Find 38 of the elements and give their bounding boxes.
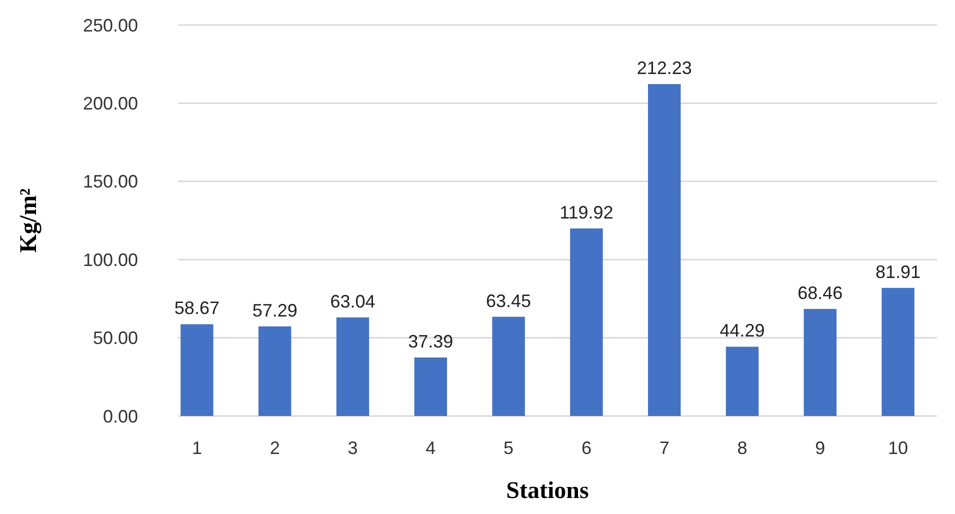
data-label: 37.39: [408, 332, 454, 352]
bar: [726, 346, 759, 416]
bar: [180, 324, 214, 416]
data-label: 44.29: [720, 320, 765, 341]
x-tick-label: 8: [737, 438, 748, 458]
data-label: 119.92: [560, 202, 614, 222]
y-tick-label: 250.00: [82, 15, 138, 36]
data-label: 81.91: [876, 262, 921, 282]
data-label: 68.46: [798, 282, 843, 303]
y-tick-label: 0.00: [102, 406, 138, 426]
data-label: 58.67: [174, 298, 220, 318]
bar: [648, 84, 681, 416]
bar: [258, 326, 292, 416]
data-label: 63.04: [330, 291, 376, 312]
bar: [570, 228, 603, 416]
x-axis-title: Stations: [506, 478, 589, 504]
x-tick-label: 5: [504, 438, 514, 458]
x-tick-label: 9: [815, 438, 826, 458]
x-tick-label: 3: [348, 438, 358, 458]
x-tick-label: 1: [192, 438, 202, 458]
x-tick-label: 4: [426, 438, 436, 458]
x-tick-label: 6: [581, 438, 592, 458]
bar: [804, 308, 837, 416]
x-tick-label: 2: [270, 438, 280, 458]
x-tick-label: 10: [888, 438, 908, 458]
bar: [882, 288, 914, 416]
bar: [492, 316, 525, 416]
y-tick-label: 150.00: [82, 172, 138, 192]
y-tick-label: 50.00: [92, 328, 138, 348]
data-label: 63.45: [486, 290, 532, 311]
bar: [414, 358, 448, 416]
data-label: 57.29: [252, 300, 298, 320]
bar: [336, 317, 370, 416]
y-tick-label: 200.00: [82, 94, 138, 114]
x-tick-label: 7: [659, 438, 670, 458]
y-tick-label: 100.00: [82, 250, 138, 270]
y-axis-title: Kg/m²: [16, 188, 42, 253]
data-label: 212.23: [636, 58, 692, 78]
